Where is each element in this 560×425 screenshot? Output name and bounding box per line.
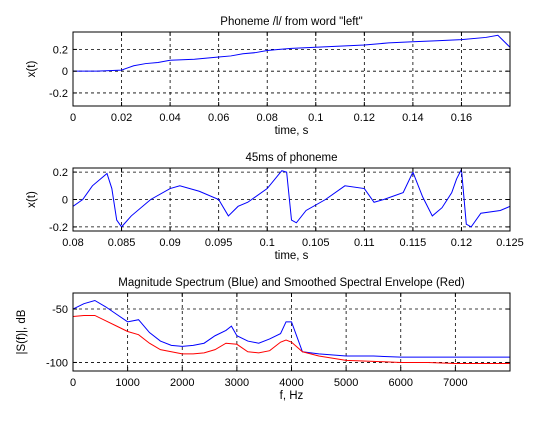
y-axis-label: |S(f)|, dB xyxy=(16,309,28,354)
series-line-1 xyxy=(73,34,510,72)
series-line-1 xyxy=(73,168,510,228)
y-axis-label: x(t) xyxy=(26,61,38,78)
axes-frame xyxy=(72,31,511,107)
x-tick-label: 4000 xyxy=(279,377,303,389)
y-tick-label: 0 xyxy=(62,66,68,78)
x-tick-label: 0.115 xyxy=(400,237,427,249)
x-tick-label: 0.12 xyxy=(451,237,472,249)
x-tick-label: 0.1 xyxy=(260,237,275,249)
x-tick-label: 0.125 xyxy=(496,237,524,249)
x-tick-label: 0.085 xyxy=(108,237,136,249)
y-tick-label: -50 xyxy=(52,304,68,316)
x-tick-label: 2000 xyxy=(170,377,194,389)
x-tick-label: 0.16 xyxy=(451,112,472,124)
x-tick-label: 0 xyxy=(70,112,76,124)
x-tick-label: 7000 xyxy=(443,377,467,389)
x-tick-label: 0.02 xyxy=(111,112,132,124)
x-axis-label: time, s xyxy=(275,250,309,262)
y-tick-label: -0.2 xyxy=(49,222,68,234)
y-tick-label: -100 xyxy=(46,357,68,369)
x-tick-label: 0.08 xyxy=(257,112,278,124)
series-line-2 xyxy=(73,314,510,365)
y-tick-label: 0 xyxy=(62,195,68,207)
x-tick-label: 0.08 xyxy=(62,237,83,249)
chart-title: Magnitude Spectrum (Blue) and Smoothed S… xyxy=(118,277,465,289)
x-tick-label: 0.11 xyxy=(354,237,375,249)
x-tick-label: 0.06 xyxy=(208,112,229,124)
x-tick-label: 0.04 xyxy=(159,112,180,124)
subplot-2: 0.08 0.085 0.09 0.095 0.1 0.105 0.11 0.115 0.12 0… xyxy=(26,152,524,262)
x-tick-label: 1000 xyxy=(115,377,139,389)
x-tick-label: 0.105 xyxy=(302,237,330,249)
x-axis-label: time, s xyxy=(275,125,309,137)
x-tick-label: 0 xyxy=(70,377,76,389)
x-tick-label: 0.14 xyxy=(402,112,423,124)
series-line-1 xyxy=(73,299,510,358)
y-tick-label: 0.2 xyxy=(53,167,68,179)
y-axis-label: x(t) xyxy=(26,191,38,208)
x-axis-label: f, Hz xyxy=(280,390,304,402)
x-tick-label: 0.1 xyxy=(308,112,323,124)
y-tick-label: -0.2 xyxy=(49,88,68,100)
subplot-1: 0 0.02 0.04 0.06 0.08 0.1 0.12 0.14 0.16-0.200.2… xyxy=(26,16,511,137)
x-tick-label: 0.12 xyxy=(354,112,375,124)
x-tick-label: 3000 xyxy=(225,377,249,389)
chart-title: Phoneme /l/ from word "left" xyxy=(220,16,362,28)
x-tick-label: 5000 xyxy=(334,377,358,389)
chart-title: 45ms of phoneme xyxy=(245,152,337,164)
x-tick-label: 6000 xyxy=(389,377,413,389)
x-tick-label: 0.09 xyxy=(159,237,180,249)
subplot-3: 0 1000 2000 3000 4000 5000 6000 7000 -100 -50 Magn… xyxy=(16,277,511,402)
y-tick-label: 0.2 xyxy=(53,44,68,56)
x-tick-label: 0.095 xyxy=(205,237,233,249)
